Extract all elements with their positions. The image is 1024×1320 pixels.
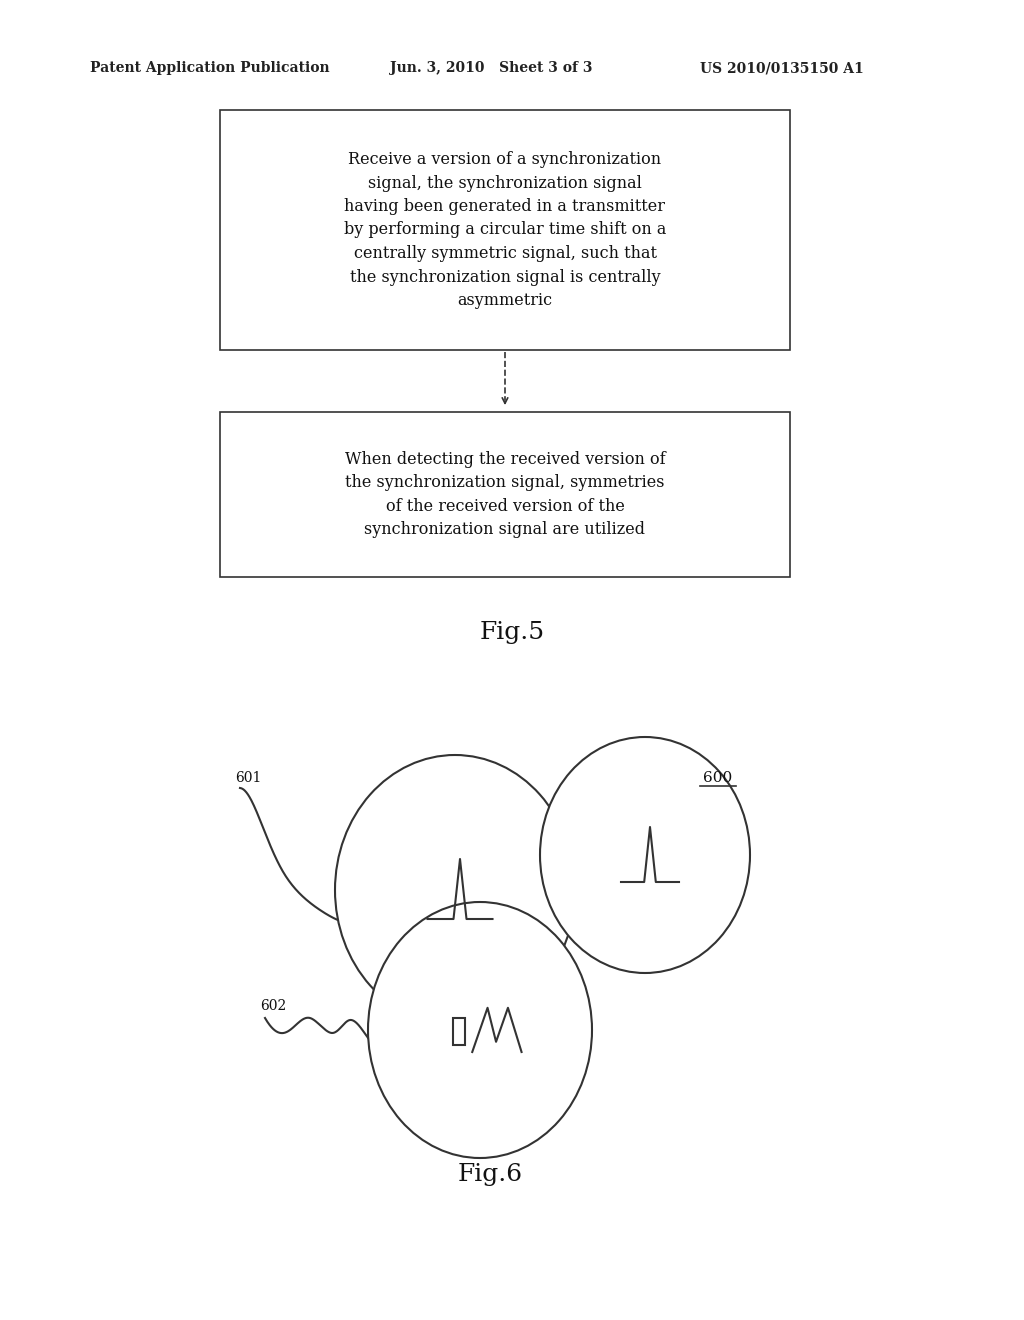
Text: Fig.6: Fig.6 xyxy=(458,1163,522,1187)
Ellipse shape xyxy=(540,737,750,973)
Bar xyxy=(453,1018,465,1045)
Text: When detecting the received version of
the synchronization signal, symmetries
of: When detecting the received version of t… xyxy=(345,450,666,539)
FancyBboxPatch shape xyxy=(220,412,790,577)
Ellipse shape xyxy=(335,755,575,1026)
Text: Receive a version of a synchronization
signal, the synchronization signal
having: Receive a version of a synchronization s… xyxy=(344,150,667,309)
Ellipse shape xyxy=(368,902,592,1158)
Text: Patent Application Publication: Patent Application Publication xyxy=(90,61,330,75)
Text: 602: 602 xyxy=(260,999,287,1012)
Text: US 2010/0135150 A1: US 2010/0135150 A1 xyxy=(700,61,864,75)
Text: 601: 601 xyxy=(234,771,261,785)
Text: 600: 600 xyxy=(703,771,732,785)
Text: Jun. 3, 2010   Sheet 3 of 3: Jun. 3, 2010 Sheet 3 of 3 xyxy=(390,61,593,75)
FancyBboxPatch shape xyxy=(220,110,790,350)
Text: Fig.5: Fig.5 xyxy=(479,620,545,644)
